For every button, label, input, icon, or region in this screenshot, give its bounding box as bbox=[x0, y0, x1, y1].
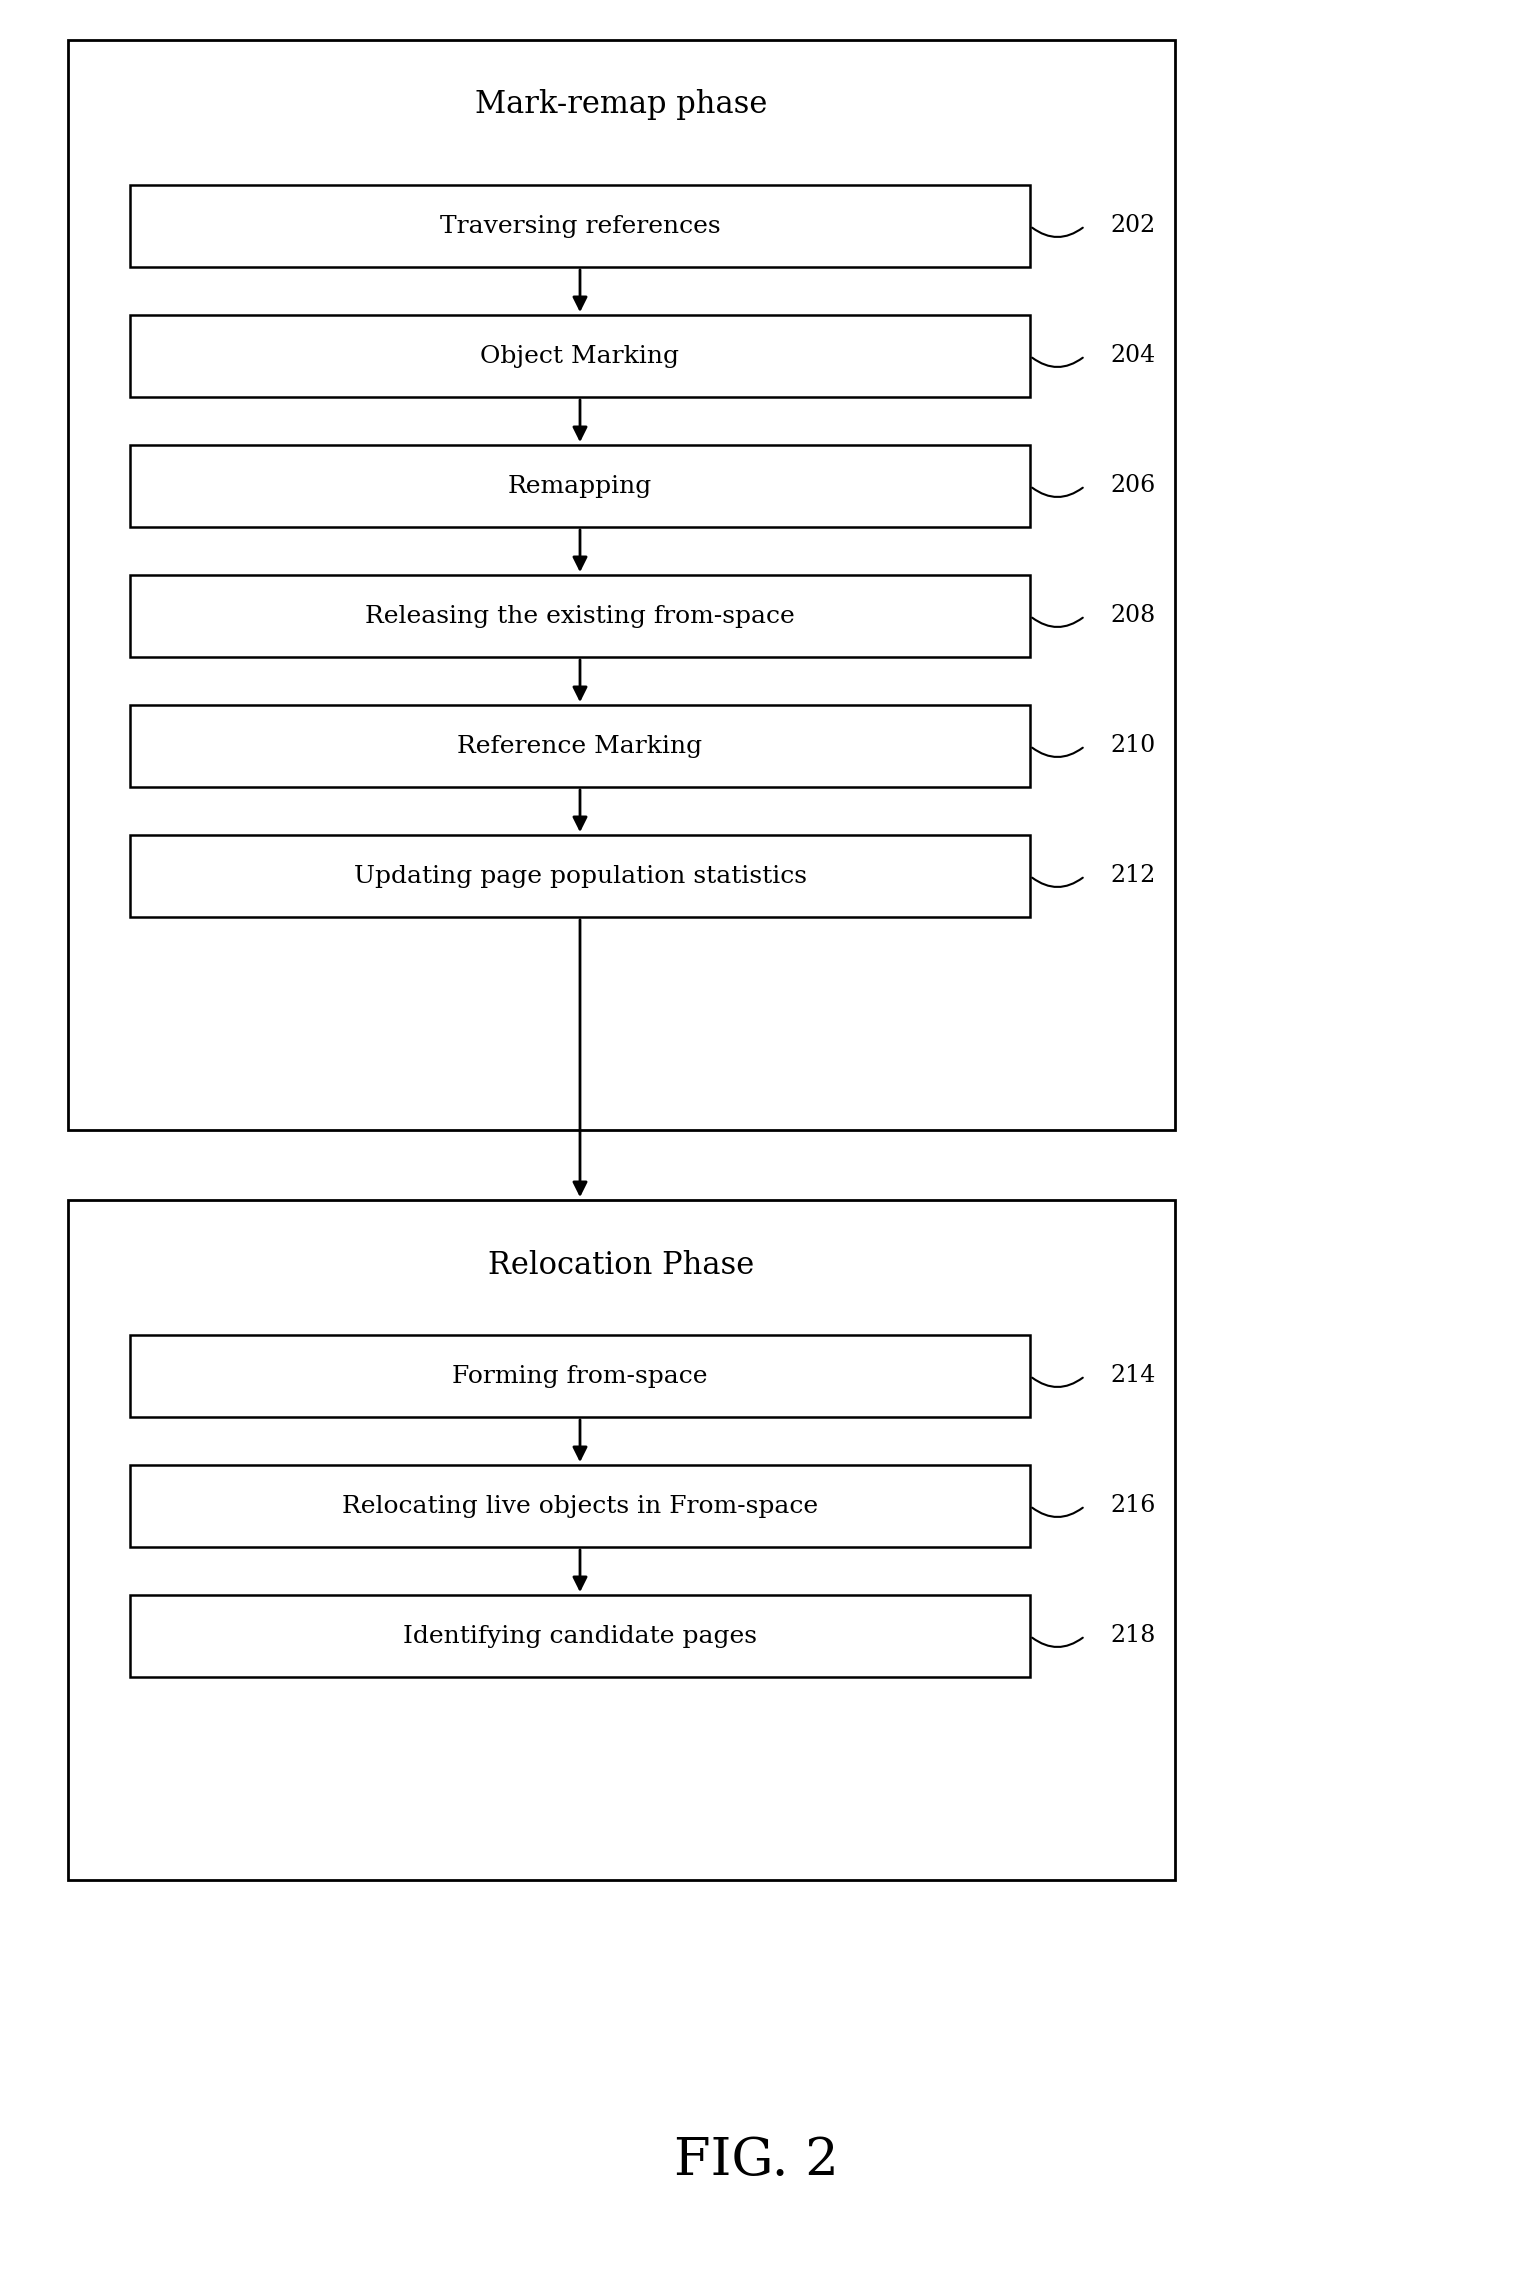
Text: Forming from-space: Forming from-space bbox=[452, 1365, 708, 1388]
Bar bbox=[130, 315, 1030, 397]
Text: 216: 216 bbox=[1111, 1495, 1156, 1518]
Bar bbox=[130, 1465, 1030, 1547]
Bar bbox=[68, 41, 1176, 1130]
Text: Traversing references: Traversing references bbox=[440, 214, 720, 237]
Bar bbox=[130, 185, 1030, 267]
Text: 212: 212 bbox=[1111, 864, 1156, 887]
Text: Mark-remap phase: Mark-remap phase bbox=[475, 89, 767, 121]
Bar bbox=[130, 574, 1030, 656]
Bar bbox=[68, 1201, 1176, 1880]
Text: Updating page population statistics: Updating page population statistics bbox=[354, 864, 806, 887]
Text: 204: 204 bbox=[1111, 344, 1156, 367]
Text: 208: 208 bbox=[1111, 604, 1156, 627]
Text: 202: 202 bbox=[1111, 214, 1156, 237]
Bar bbox=[130, 704, 1030, 786]
Bar bbox=[130, 1335, 1030, 1418]
Text: Relocation Phase: Relocation Phase bbox=[489, 1249, 755, 1281]
Text: 206: 206 bbox=[1111, 474, 1156, 497]
Text: Object Marking: Object Marking bbox=[481, 344, 679, 367]
Text: FIG. 2: FIG. 2 bbox=[675, 2135, 838, 2186]
Text: Releasing the existing from-space: Releasing the existing from-space bbox=[365, 604, 794, 627]
Text: 210: 210 bbox=[1111, 734, 1156, 757]
Bar bbox=[130, 834, 1030, 916]
Text: Reference Marking: Reference Marking bbox=[457, 734, 702, 757]
Text: 214: 214 bbox=[1111, 1365, 1156, 1388]
Text: Identifying candidate pages: Identifying candidate pages bbox=[402, 1625, 756, 1648]
Text: Relocating live objects in From-space: Relocating live objects in From-space bbox=[342, 1495, 819, 1518]
Text: Remapping: Remapping bbox=[508, 474, 652, 497]
Text: 218: 218 bbox=[1111, 1625, 1156, 1648]
Bar bbox=[130, 1595, 1030, 1677]
Bar bbox=[130, 444, 1030, 526]
